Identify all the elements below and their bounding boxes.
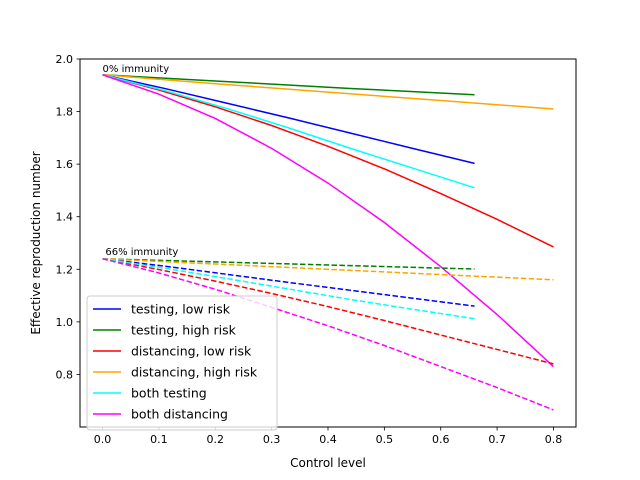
series-line-both-distancing-66-immunity (102, 258, 554, 411)
y-tick-label: 1.0 (56, 316, 74, 329)
x-tick-label: 0.8 (545, 433, 563, 446)
legend: testing, low risk testing, high risk dista… (86, 295, 278, 431)
series-line-testing-high-risk-66-immunity (102, 258, 475, 270)
series-line-distancing-high-risk (102, 74, 554, 110)
x-axis-label: Control level (290, 456, 366, 470)
series-line-distancing-low-risk-66-immunity (102, 258, 554, 365)
legend-label-both-distancing: both distancing (131, 407, 228, 422)
legend-label-testing-high-risk: testing, high risk (131, 323, 237, 338)
x-tick-label: 0.2 (207, 433, 225, 446)
y-tick-label: 1.8 (56, 106, 74, 119)
y-axis: 0.8 1.0 1.2 1.4 1.6 1.8 2.0 (56, 53, 80, 381)
y-tick-label: 2.0 (56, 53, 74, 66)
series-line-distancing-high-risk-66-immunity (102, 258, 554, 281)
y-tick-label: 1.2 (56, 263, 74, 276)
y-tick-label: 1.6 (56, 158, 74, 171)
series-layer (102, 74, 554, 411)
series-line-both-distancing (102, 74, 554, 368)
series-line-testing-low-risk (102, 74, 475, 165)
series-line-testing-low-risk-66-immunity (102, 258, 475, 307)
x-tick-label: 0.6 (432, 433, 450, 446)
series-line-distancing-low-risk (102, 74, 554, 248)
x-tick-label: 0.1 (150, 433, 168, 446)
x-tick-label: 0.7 (488, 433, 506, 446)
y-tick-label: 0.8 (56, 368, 74, 381)
y-tick-label: 1.4 (56, 211, 74, 224)
annotation-0pct-immunity: 0% immunity (103, 64, 170, 75)
series-line-both-testing (102, 74, 475, 189)
legend-label-distancing-high-risk: distancing, high risk (131, 365, 258, 380)
x-tick-label: 0.3 (263, 433, 281, 446)
annotation-66pct-immunity: 66% immunity (105, 247, 178, 258)
x-tick-label: 0.4 (319, 433, 337, 446)
x-tick-label: 0.5 (376, 433, 394, 446)
legend-label-testing-low-risk: testing, low risk (131, 302, 231, 317)
series-line-testing-high-risk (102, 74, 475, 96)
x-axis: 0.0 0.1 0.2 0.3 0.4 0.5 0.6 0.7 0.8 (94, 427, 562, 446)
x-tick-label: 0.0 (94, 433, 112, 446)
legend-label-distancing-low-risk: distancing, low risk (131, 344, 252, 359)
legend-box (86, 295, 278, 431)
y-axis-label: Effective reproduction number (29, 151, 43, 334)
legend-label-both-testing: both testing (131, 386, 207, 401)
